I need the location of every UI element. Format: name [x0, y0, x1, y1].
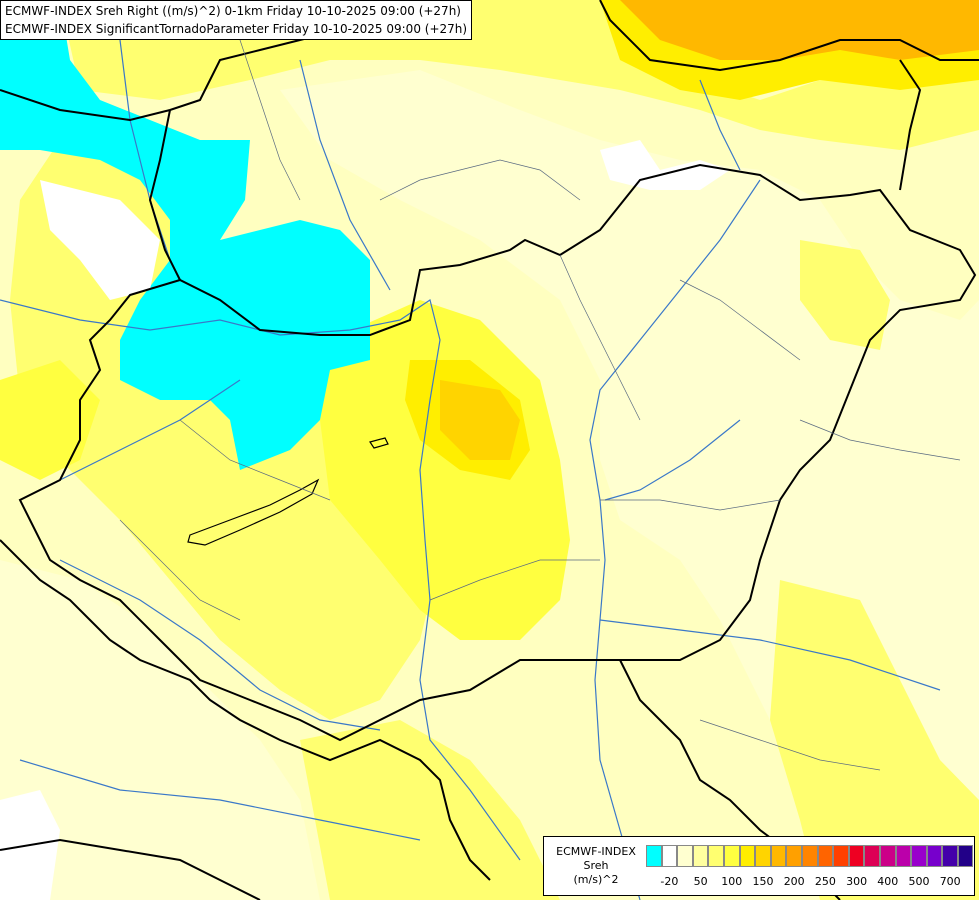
region-line-5: [179, 419, 331, 501]
field-white-patch-west: [40, 180, 160, 300]
river-maros: [599, 619, 941, 691]
map-title-stp: ECMWF-INDEX SignificantTornadoParameter …: [5, 22, 468, 36]
river-drava: [59, 559, 381, 731]
border-slovakia-poland: [148, 109, 181, 281]
legend-swatch: [879, 845, 896, 867]
legend-swatch: [911, 845, 927, 867]
legend-swatch: [677, 845, 693, 867]
field-yellow-east: [800, 240, 890, 350]
legend-unit: (m/s)^2: [573, 873, 619, 886]
legend-swatch: [692, 845, 709, 867]
field-pale-southwest: [0, 560, 320, 900]
legend-swatch: [801, 845, 818, 867]
border-bosnia: [0, 838, 261, 900]
river-hernad: [699, 79, 741, 171]
map-title-box: ECMWF-INDEX Sreh Right ((m/s)^2) 0-1km F…: [0, 0, 473, 40]
legend-swatch: [833, 845, 849, 867]
legend-swatch: [755, 845, 771, 867]
legend-source: ECMWF-INDEX: [556, 845, 636, 858]
river-sava: [19, 759, 421, 841]
border-croatia-serbia: [0, 539, 491, 881]
legend-parameter: Sreh: [583, 859, 609, 872]
legend-swatch: [739, 845, 756, 867]
border-romania-east: [899, 59, 922, 191]
legend-tick-label: 100: [721, 875, 743, 888]
region-line-8: [799, 419, 961, 461]
river-raba: [59, 379, 241, 481]
region-line-3: [600, 499, 781, 511]
field-cyan-region: [0, 0, 370, 470]
legend-swatch: [646, 845, 662, 867]
legend-swatch: [848, 845, 865, 867]
regional-borders: [119, 39, 961, 771]
field-yellow-south: [300, 720, 560, 900]
legend-swatches: [646, 845, 974, 867]
legend-swatch: [770, 845, 787, 867]
region-line-7: [679, 279, 801, 361]
legend-tick-label: 150: [752, 875, 774, 888]
region-line-2: [559, 254, 641, 421]
river-koros: [604, 419, 741, 501]
region-line-1: [379, 159, 581, 201]
lake-velence: [369, 437, 389, 449]
legend-tick-label: 50: [693, 875, 708, 888]
legend-swatch: [817, 845, 834, 867]
legend-swatch: [957, 845, 974, 867]
legend-tick-label: 300: [846, 875, 868, 888]
region-line-4: [429, 559, 600, 601]
legend-ticks: -20 50 100 150 200 250 300 400 500 700: [646, 875, 974, 889]
legend-tick-label: 400: [877, 875, 899, 888]
legend-tick-label: 700: [939, 875, 961, 888]
legend-swatch: [708, 845, 724, 867]
field-orange-core: [440, 380, 520, 460]
border-slovakia-ukraine: [599, 0, 979, 72]
map-title-sreh: ECMWF-INDEX Sreh Right ((m/s)^2) 0-1km F…: [5, 4, 461, 18]
legend-tick-label: 500: [908, 875, 930, 888]
legend-swatch: [661, 845, 678, 867]
region-line-6: [119, 519, 241, 621]
legend-tick-label: 200: [783, 875, 805, 888]
legend-swatch: [942, 845, 958, 867]
field-orange-north: [620, 0, 979, 60]
lake-balaton: [187, 478, 320, 546]
field-bright-yellow-core: [320, 300, 570, 640]
field-white-patch-north: [600, 140, 730, 190]
legend-label: ECMWF-INDEX Sreh (m/s)^2: [548, 845, 644, 887]
field-yellow-southeast: [770, 580, 979, 900]
legend-swatch: [895, 845, 912, 867]
legend-swatch: [864, 845, 880, 867]
region-line-10: [239, 39, 301, 201]
border-hungary: [18, 163, 977, 742]
color-legend: ECMWF-INDEX Sreh (m/s)^2 -20 50 100 150 200 2…: [543, 836, 975, 896]
legend-swatch: [926, 845, 943, 867]
region-line-9: [699, 719, 881, 771]
river-vah: [299, 59, 391, 291]
legend-swatch: [786, 845, 802, 867]
legend-tick-label: -20: [660, 875, 679, 888]
legend-tick-label: 250: [814, 875, 836, 888]
legend-swatch: [723, 845, 740, 867]
